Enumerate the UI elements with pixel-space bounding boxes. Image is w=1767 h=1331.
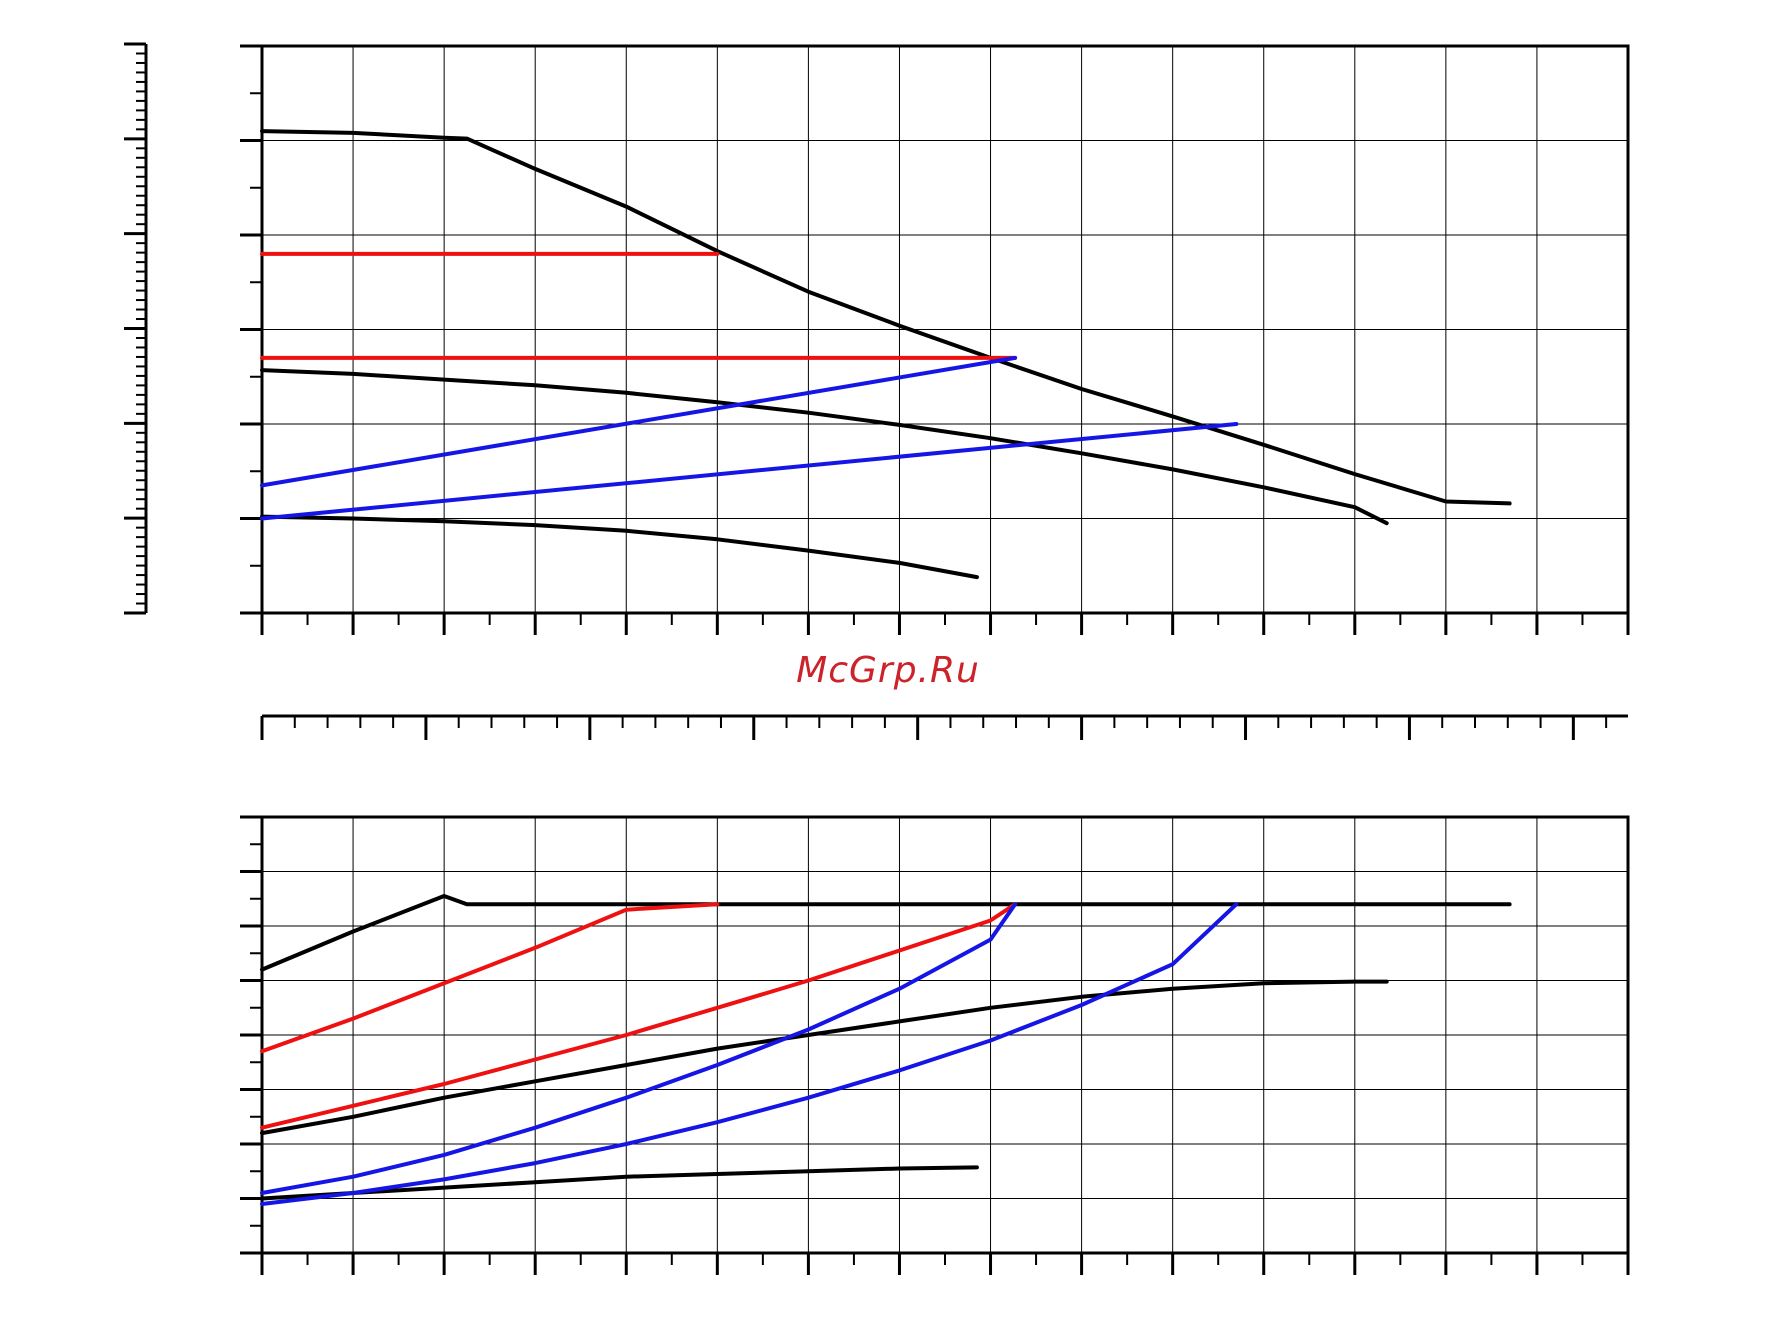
top-chart-series-line-black xyxy=(260,368,1389,526)
bottom-chart xyxy=(240,815,1630,1275)
bottom-chart-series-line-red xyxy=(260,902,1018,1130)
bottom-chart-series-line-blue xyxy=(260,902,1018,1195)
top-chart xyxy=(240,44,1630,635)
bottom-chart-series-line-black xyxy=(260,894,1512,972)
top-chart-series-line-black xyxy=(260,129,1512,506)
top-chart-series-line-blue xyxy=(260,422,1239,521)
bottom-chart-series-line-black xyxy=(260,979,1389,1136)
top-chart-series-line-blue xyxy=(260,355,1018,488)
top-left-axis xyxy=(124,42,148,615)
bottom-chart-series-line-black xyxy=(260,1165,979,1201)
top-chart-series-line-black xyxy=(260,514,979,580)
middle-scale-axis xyxy=(260,714,1628,740)
bottom-chart-series-line-blue xyxy=(260,902,1239,1206)
bottom-chart-series-line-red xyxy=(260,902,720,1054)
watermark-text: McGrp.Ru xyxy=(796,650,980,691)
